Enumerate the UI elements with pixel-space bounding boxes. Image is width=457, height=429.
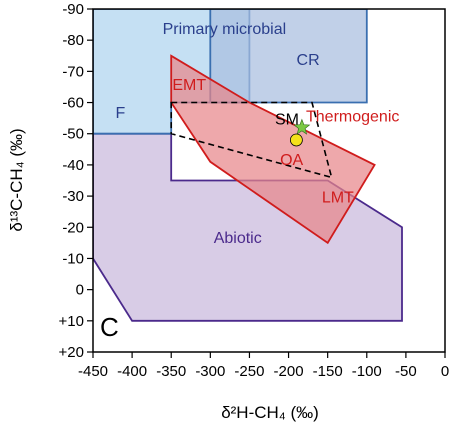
x-tick-label: -300 [195, 363, 225, 380]
y-axis-title: δ¹³C-CH₄ (‰) [7, 128, 26, 231]
y-tick-label: 0 [76, 282, 84, 299]
x-tick-label: -450 [78, 363, 108, 380]
x-tick-label: -50 [395, 363, 417, 380]
region-labels: Abiotic F CR Primary microbial Thermogenic EM… [115, 21, 399, 247]
region-label-primary-microbial: Primary microbial [163, 21, 287, 38]
x-axis-title: δ²H-CH₄ (‰) [221, 403, 319, 422]
x-tick-label: -350 [156, 363, 186, 380]
region-polygons [93, 9, 403, 322]
region-abiotic [93, 132, 403, 322]
marker-circle [289, 133, 303, 147]
marker-star [293, 118, 311, 135]
region-label-abiotic: Abiotic [214, 230, 262, 247]
x-tick-label: 0 [441, 363, 449, 380]
region-label-sm: SM [275, 111, 299, 128]
region-label-f: F [115, 105, 125, 122]
region-label-emt: EMT [172, 77, 206, 94]
y-tick-label: -50 [62, 126, 84, 143]
region-sm [170, 101, 333, 179]
plot-frame [92, 8, 446, 353]
x-tick-label: -400 [117, 363, 147, 380]
y-tick-label: -90 [62, 1, 84, 18]
y-tick-label: +10 [59, 313, 84, 330]
x-axis-ticks: -450 -400 -350 -300 -250 -200 -150 -100 -50 0 [78, 352, 449, 380]
x-tick-label: -200 [274, 363, 304, 380]
region-label-oa: OA [280, 152, 303, 169]
region-label-thermogenic: Thermogenic [306, 108, 399, 125]
x-tick-label: -100 [352, 363, 382, 380]
y-tick-label: -10 [62, 250, 84, 267]
region-label-lmt: LMT [322, 189, 354, 206]
y-tick-label: +20 [59, 344, 84, 361]
x-tick-label: -150 [313, 363, 343, 380]
y-tick-label: -30 [62, 188, 84, 205]
region-label-cr: CR [297, 52, 320, 69]
x-tick-label: -250 [234, 363, 264, 380]
panel-label: C [100, 312, 119, 342]
sample-markers [289, 118, 311, 147]
y-tick-label: -20 [62, 219, 84, 236]
region-cr [209, 9, 368, 104]
y-tick-label: -70 [62, 63, 84, 80]
y-tick-label: -80 [62, 32, 84, 49]
y-tick-label: -60 [62, 95, 84, 112]
y-tick-label: -40 [62, 157, 84, 174]
y-axis-ticks: -90 -80 -70 -60 -50 -40 -30 -20 -10 0 +10 +20 [59, 1, 93, 361]
